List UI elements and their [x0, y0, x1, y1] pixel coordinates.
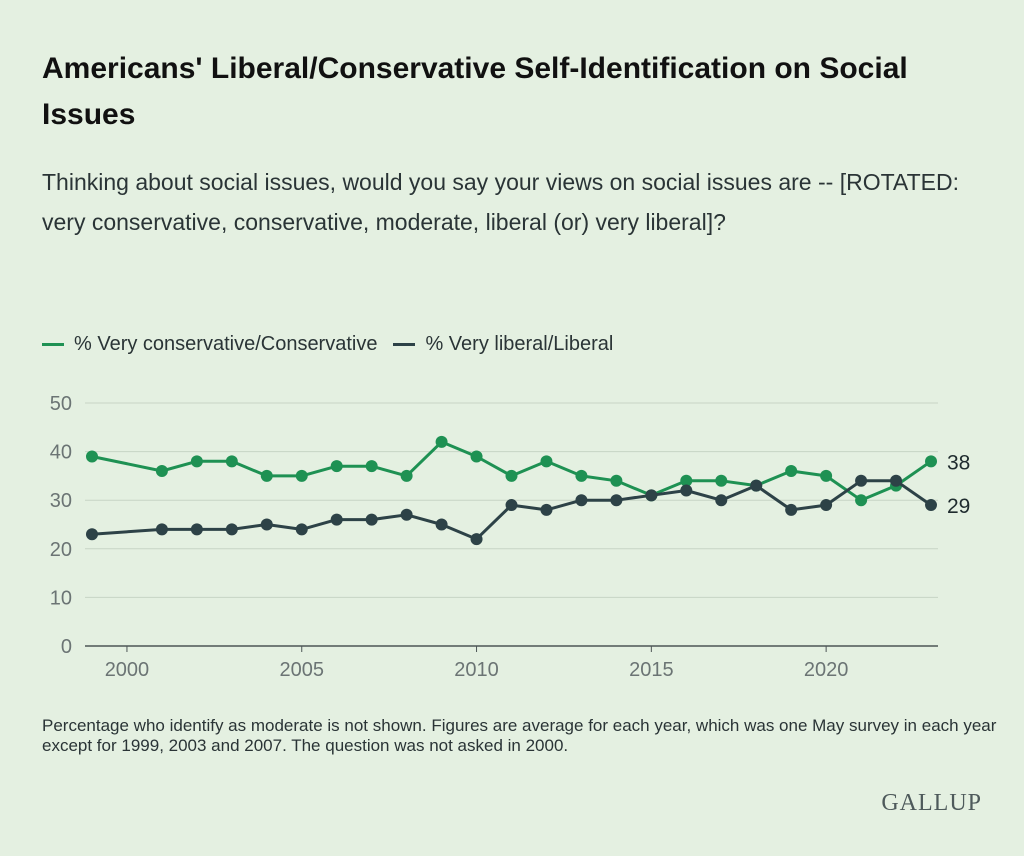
end-label-conservative: 38: [947, 451, 970, 474]
legend-swatch-liberal: [393, 343, 416, 346]
data-point-conservative-2005: [295, 469, 308, 482]
data-point-liberal-2009: [435, 518, 448, 531]
data-point-liberal-2019: [785, 503, 798, 516]
data-point-liberal-2014: [610, 494, 623, 507]
data-point-liberal-2018: [750, 479, 763, 492]
chart-title: Americans' Liberal/Conservative Self-Ide…: [42, 52, 908, 131]
data-point-liberal-2004: [260, 518, 273, 531]
data-point-conservative-2003: [225, 455, 238, 468]
data-point-liberal-2010: [470, 533, 483, 546]
footnote: Percentage who identify as moderate is n…: [42, 716, 997, 755]
data-point-liberal-2013: [575, 494, 588, 507]
legend-label-conservative: % Very conservative/Conservative: [74, 333, 378, 355]
data-point-liberal-2022: [890, 474, 903, 487]
legend-swatch-conservative: [42, 343, 64, 346]
x-tick-label-2010: 2010: [454, 659, 499, 681]
data-point-liberal-2001: [155, 523, 168, 536]
y-tick-label-0: 0: [61, 636, 72, 658]
x-tick-label-2000: 2000: [105, 659, 150, 681]
data-point-conservative-2004: [260, 469, 273, 482]
data-point-conservative-2023: [925, 455, 938, 468]
data-point-conservative-1999: [85, 450, 98, 463]
y-tick-label-50: 50: [50, 393, 72, 415]
data-point-liberal-2006: [330, 513, 343, 526]
data-point-conservative-2008: [400, 469, 413, 482]
data-point-conservative-2012: [540, 455, 553, 468]
y-tick-label-40: 40: [50, 442, 72, 464]
y-tick-label-20: 20: [50, 539, 72, 561]
data-point-conservative-2021: [855, 494, 868, 507]
data-point-conservative-2001: [155, 465, 168, 478]
data-point-liberal-2002: [190, 523, 203, 536]
gallup-logo: GALLUP: [881, 790, 982, 816]
data-point-liberal-2007: [365, 513, 378, 526]
data-point-liberal-2020: [820, 499, 833, 512]
data-point-liberal-2017: [715, 494, 728, 507]
chart-subtitle: Thinking about social issues, would you …: [42, 169, 959, 235]
data-point-liberal-2011: [505, 499, 518, 512]
data-point-liberal-2012: [540, 503, 553, 516]
y-tick-label-30: 30: [50, 490, 72, 512]
legend-label-liberal: % Very liberal/Liberal: [425, 333, 614, 355]
data-point-conservative-2019: [785, 465, 798, 478]
data-point-liberal-1999: [85, 528, 98, 541]
legend-item-conservative: % Very conservative/Conservative: [42, 333, 377, 356]
data-point-conservative-2007: [365, 460, 378, 473]
legend-item-liberal: % Very liberal/Liberal: [393, 333, 613, 356]
chart-legend: % Very conservative/Conservative % Very …: [42, 333, 613, 356]
data-point-conservative-2009: [435, 435, 448, 448]
data-point-conservative-2006: [330, 460, 343, 473]
data-point-liberal-2003: [225, 523, 238, 536]
line-chart: 0 10 20 30 40 50 2000 2005 2010 2015 2020 38 29: [50, 393, 971, 681]
data-point-conservative-2016: [680, 474, 693, 487]
x-tick-label-2005: 2005: [279, 659, 324, 681]
data-point-conservative-2011: [505, 469, 518, 482]
data-point-conservative-2002: [190, 455, 203, 468]
end-label-liberal: 29: [947, 495, 970, 518]
data-point-liberal-2008: [400, 508, 413, 521]
data-point-liberal-2021: [855, 474, 868, 487]
x-tick-label-2020: 2020: [804, 659, 849, 681]
data-point-liberal-2023: [925, 499, 938, 512]
data-point-conservative-2013: [575, 469, 588, 482]
data-point-liberal-2016: [680, 484, 693, 497]
data-point-conservative-2014: [610, 474, 623, 487]
x-tick-label-2015: 2015: [629, 659, 674, 681]
data-point-liberal-2015: [645, 489, 658, 502]
y-tick-label-10: 10: [50, 587, 72, 609]
data-point-conservative-2020: [820, 469, 833, 482]
data-point-liberal-2005: [295, 523, 308, 536]
data-point-conservative-2010: [470, 450, 483, 463]
data-point-conservative-2017: [715, 474, 728, 487]
